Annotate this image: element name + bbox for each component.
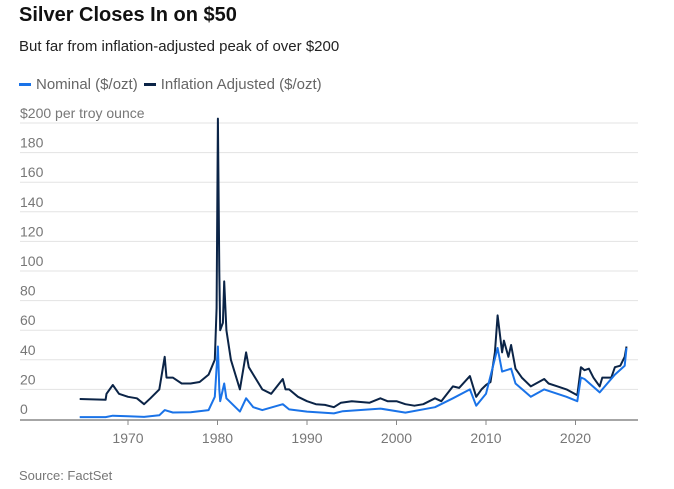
- x-tick-label: 1970: [112, 430, 143, 446]
- source-note: Source: FactSet: [19, 468, 113, 483]
- y-tick-label: 80: [20, 283, 36, 299]
- y-tick-label: 100: [20, 253, 44, 269]
- legend-swatch-nominal: [19, 83, 31, 86]
- series-line-nominal: [79, 345, 628, 419]
- x-tick-label: 1980: [202, 430, 233, 446]
- legend: Nominal ($/ozt) Inflation Adjusted ($/oz…: [19, 76, 322, 93]
- legend-item-adjusted: Inflation Adjusted ($/ozt): [143, 76, 322, 93]
- y-tick-label: 20: [20, 371, 36, 387]
- legend-swatch-adjusted: [143, 83, 156, 86]
- y-tick-label: 40: [20, 342, 36, 358]
- x-tick-label: 1990: [291, 430, 322, 446]
- chart-subtitle: But far from inflation-adjusted peak of …: [19, 38, 340, 55]
- legend-label-adjusted: Inflation Adjusted ($/ozt): [160, 76, 322, 93]
- legend-item-nominal: Nominal ($/ozt): [19, 76, 138, 93]
- chart-title: Silver Closes In on $50: [19, 4, 237, 26]
- x-tick-label: 2000: [381, 430, 412, 446]
- y-tick-label: 120: [20, 223, 44, 239]
- legend-label-nominal: Nominal ($/ozt): [36, 76, 138, 93]
- y-tick-label: 140: [20, 194, 44, 210]
- x-tick-label: 2020: [560, 430, 591, 446]
- y-tick-label: 60: [20, 312, 36, 328]
- x-tick-label: 2010: [470, 430, 501, 446]
- y-tick-label: 180: [20, 135, 44, 151]
- y-tick-label: 0: [20, 401, 28, 417]
- y-tick-label: $200 per troy ounce: [20, 105, 145, 121]
- y-tick-label: 160: [20, 164, 44, 180]
- series-line-inflation-adjusted: [79, 117, 628, 409]
